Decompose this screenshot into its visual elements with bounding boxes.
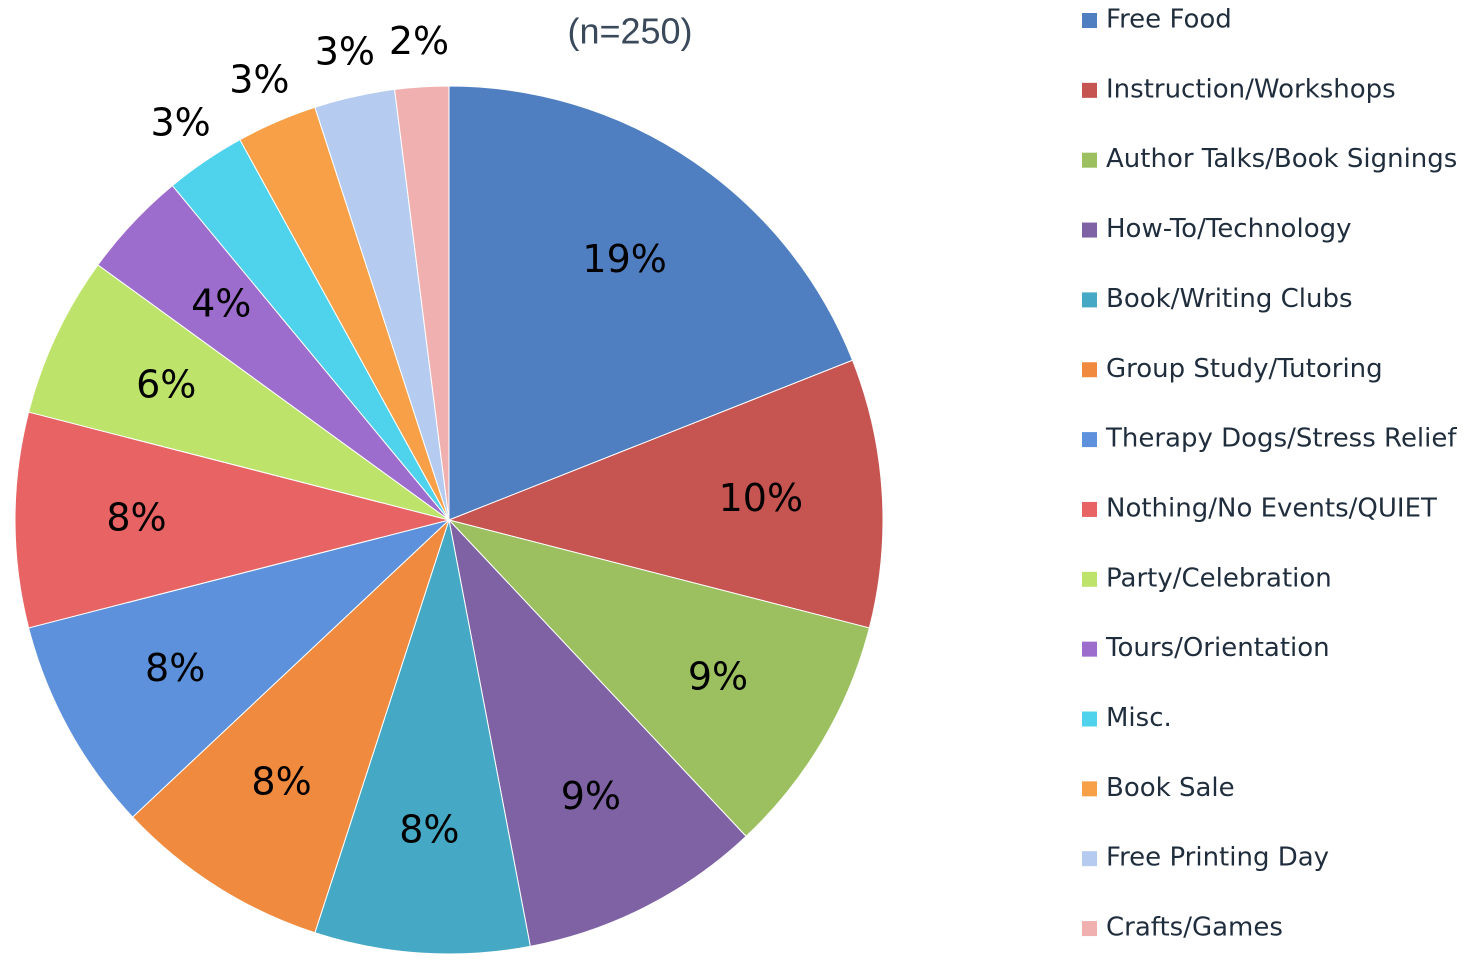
- legend-swatch: [1082, 362, 1097, 378]
- slice-label: 8%: [145, 646, 205, 690]
- slice-label: 10%: [719, 476, 803, 520]
- legend-label: How-To/Technology: [1106, 214, 1352, 244]
- legend-swatch: [1082, 501, 1097, 517]
- pie-slice: [28, 519, 450, 818]
- slice-label: 6%: [136, 362, 196, 406]
- legend-swatch: [1082, 152, 1097, 168]
- legend-label: Party/Celebration: [1106, 563, 1332, 593]
- pie-slice: [448, 518, 747, 947]
- legend-label: Crafts/Games: [1106, 913, 1283, 943]
- chart-subtitle: (n=250): [567, 11, 692, 52]
- slice-label: 9%: [688, 655, 748, 699]
- slice-label: 2%: [389, 19, 449, 63]
- slice-label: 19%: [582, 237, 666, 281]
- slice-label: 3%: [229, 57, 289, 101]
- legend-swatch: [1082, 432, 1097, 448]
- pie-slice: [447, 519, 870, 838]
- slice-label: 8%: [399, 807, 459, 851]
- legend-label: Therapy Dogs/Stress Relief: [1105, 424, 1457, 454]
- legend-label: Book/Writing Clubs: [1106, 284, 1353, 314]
- legend-label: Author Talks/Book Signings: [1106, 144, 1457, 174]
- legend-swatch: [1082, 82, 1097, 98]
- legend-label: Nothing/No Events/QUIET: [1106, 493, 1437, 523]
- legend-swatch: [1082, 781, 1097, 797]
- legend-label: Group Study/Tutoring: [1106, 354, 1383, 384]
- legend-swatch: [1082, 851, 1097, 867]
- pie-slice: [314, 519, 531, 955]
- slice-label: 8%: [106, 496, 166, 540]
- pie-slice: [14, 411, 450, 629]
- legend-label: Book Sale: [1106, 773, 1235, 803]
- legend-label: Misc.: [1106, 703, 1172, 733]
- pie-slice: [28, 264, 450, 521]
- legend-label: Free Printing Day: [1106, 843, 1329, 873]
- legend-swatch: [1082, 921, 1097, 937]
- slice-label: 9%: [561, 774, 621, 818]
- legend-swatch: [1082, 641, 1097, 657]
- slice-label: 8%: [251, 759, 311, 803]
- pie-slice: [131, 519, 450, 934]
- legend-swatch: [1082, 711, 1097, 727]
- legend-swatch: [1082, 571, 1097, 587]
- legend-label: Free Food: [1106, 5, 1232, 35]
- slice-label: 3%: [315, 30, 375, 74]
- legend-swatch: [1082, 222, 1097, 238]
- legend-swatch: [1082, 292, 1097, 308]
- pie-slice: [447, 359, 884, 629]
- legend-swatch: [1082, 13, 1097, 28]
- slice-label: 4%: [191, 282, 251, 326]
- pie-slice: [394, 85, 450, 521]
- slice-label: 3%: [151, 101, 211, 145]
- legend-label: Tours/Orientation: [1105, 633, 1330, 663]
- pie-slice: [448, 85, 854, 521]
- legend-label: Instruction/Workshops: [1106, 74, 1396, 104]
